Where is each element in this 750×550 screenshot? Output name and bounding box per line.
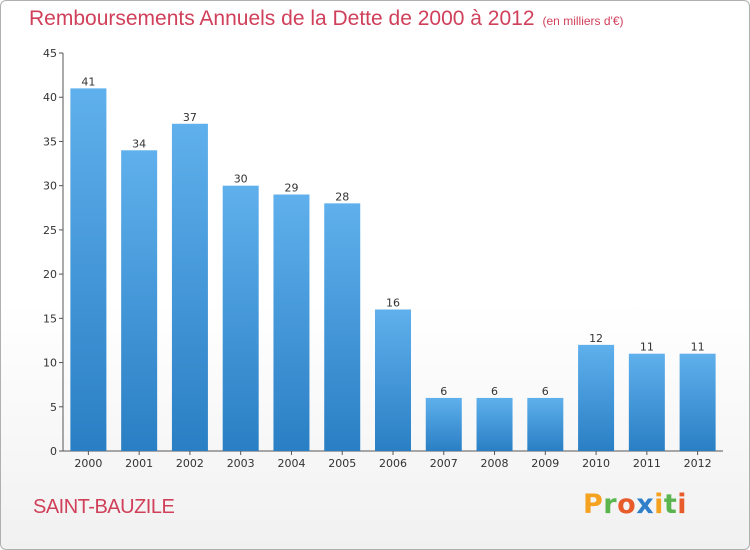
value-label-2005: 28 <box>335 190 349 203</box>
value-label-2012: 11 <box>691 341 705 354</box>
chart-title: Remboursements Annuels de la Dette de 20… <box>29 7 535 30</box>
value-label-2004: 29 <box>284 182 298 195</box>
y-tick-label: 45 <box>43 47 57 60</box>
value-label-2011: 11 <box>640 341 654 354</box>
logo-letter: i <box>654 489 664 520</box>
x-tick-label-2009: 2009 <box>531 457 559 470</box>
y-tick-label: 10 <box>43 357 57 370</box>
logo-letter: r <box>603 489 618 520</box>
value-label-2002: 37 <box>183 111 197 124</box>
bar-2011 <box>628 353 665 451</box>
x-tick-label-2011: 2011 <box>633 457 661 470</box>
y-tick-label: 40 <box>43 91 57 104</box>
y-tick-label: 25 <box>43 224 57 237</box>
bar-2002 <box>171 123 208 451</box>
chart-title-block: Remboursements Annuels de la Dette de 20… <box>29 7 624 31</box>
bar-2005 <box>324 203 361 451</box>
x-tick-label-2003: 2003 <box>227 457 255 470</box>
value-label-2007: 6 <box>440 385 447 398</box>
town-name: SAINT-BAUZILE <box>33 496 175 518</box>
x-tick-label-2010: 2010 <box>582 457 610 470</box>
value-label-2000: 41 <box>81 75 95 88</box>
value-label-2010: 12 <box>589 332 603 345</box>
bar-2008 <box>476 397 513 451</box>
x-tick-label-2004: 2004 <box>277 457 305 470</box>
y-tick-label: 20 <box>43 268 57 281</box>
y-tick-label: 30 <box>43 180 57 193</box>
bar-2010 <box>578 344 615 451</box>
bar-2004 <box>273 194 310 451</box>
x-tick-label-2002: 2002 <box>176 457 204 470</box>
logo-letter: i <box>677 489 688 520</box>
logo-letter: t <box>663 489 678 520</box>
y-tick-label: 15 <box>43 312 57 325</box>
x-tick-label-2008: 2008 <box>481 457 509 470</box>
y-tick-label: 35 <box>43 135 57 148</box>
bar-2007 <box>425 397 462 451</box>
bar-2012 <box>679 353 716 451</box>
bar-2009 <box>527 397 564 451</box>
value-label-2001: 34 <box>132 137 146 150</box>
x-tick-label-2001: 2001 <box>125 457 153 470</box>
x-tick-label-2012: 2012 <box>684 457 712 470</box>
logo-letter: P <box>583 489 604 520</box>
bar-2003 <box>222 185 259 451</box>
bar-2000 <box>70 88 107 451</box>
value-label-2006: 16 <box>386 296 400 309</box>
bar-2006 <box>375 309 411 451</box>
y-tick-label: 0 <box>50 445 57 458</box>
bar-2001 <box>121 150 158 452</box>
x-tick-label-2000: 2000 <box>74 457 102 470</box>
y-tick-label: 5 <box>50 401 57 414</box>
x-tick-label-2006: 2006 <box>379 457 407 470</box>
proxiti-logo: Proxiti <box>583 489 687 520</box>
logo-letter: x <box>636 489 655 520</box>
logo-letter: o <box>617 489 637 520</box>
value-label-2003: 30 <box>234 173 248 186</box>
value-label-2009: 6 <box>542 385 549 398</box>
value-label-2008: 6 <box>491 385 498 398</box>
chart-subtitle: (en milliers d'€) <box>542 14 624 28</box>
x-tick-label-2007: 2007 <box>430 457 458 470</box>
x-tick-label-2005: 2005 <box>328 457 356 470</box>
